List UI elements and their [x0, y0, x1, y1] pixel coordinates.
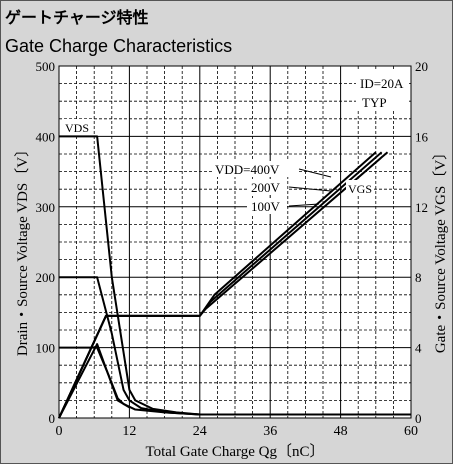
vds-label-bg	[63, 119, 93, 135]
x-tick-label: 0	[56, 424, 63, 439]
y-left-tick-label: 200	[36, 270, 56, 285]
y-left-tick-label: 400	[36, 129, 56, 144]
x-tick-label: 60	[404, 424, 418, 439]
x-tick-label: 36	[263, 424, 277, 439]
leader-400	[298, 168, 332, 178]
vgs-spike-curve	[58, 343, 130, 419]
condition-typ: TYP	[362, 95, 387, 110]
condition-box	[356, 69, 409, 111]
vdd100-label-bg	[247, 198, 287, 214]
leader-200	[288, 186, 332, 192]
y-right-tick-label: 4	[415, 341, 422, 356]
y-left-tick-label: 500	[36, 59, 56, 74]
grid-layer	[59, 66, 411, 418]
vdd-100-label: 100V	[251, 199, 281, 214]
vdd-400-label: VDD=400V	[215, 162, 280, 177]
y-axis-label-right: Gate・Source Voltage VGS〔V〕	[432, 145, 449, 353]
y-left-tick-label: 300	[36, 200, 56, 215]
x-axis-label: Total Gate Charge Qg〔nC〕	[145, 443, 324, 460]
y-left-tick-label: 100	[36, 341, 56, 356]
vds-label: VDS	[65, 121, 89, 135]
chart-title-japanese: ゲートチャージ特性	[5, 8, 149, 27]
curves-layer	[58, 135, 411, 419]
vdd400-label-bg	[213, 161, 299, 177]
vgs-curve-2	[58, 151, 389, 419]
y-left-tick-label: 0	[49, 411, 56, 426]
vdd200-label-bg	[247, 179, 287, 195]
y-right-tick-label: 12	[415, 200, 428, 215]
x-tick-label: 12	[122, 424, 136, 439]
chart-title-english: Gate Charge Characteristics	[5, 36, 233, 56]
x-tick-label: 48	[334, 424, 348, 439]
vgs-label: VGS	[348, 182, 372, 196]
y-right-tick-label: 0	[415, 411, 422, 426]
y-right-tick-label: 20	[415, 59, 428, 74]
y-axis-label-left: Drain・Source Voltage VDS〔V〕	[14, 142, 31, 356]
y-right-tick-label: 16	[415, 129, 429, 144]
y-right-tick-label: 8	[415, 270, 422, 285]
vgs-label-bg	[346, 180, 374, 196]
vdd-200-label: 200V	[251, 180, 281, 195]
x-tick-label: 24	[193, 424, 207, 439]
condition-id: ID=20A	[360, 76, 404, 91]
leader-100	[288, 203, 320, 207]
